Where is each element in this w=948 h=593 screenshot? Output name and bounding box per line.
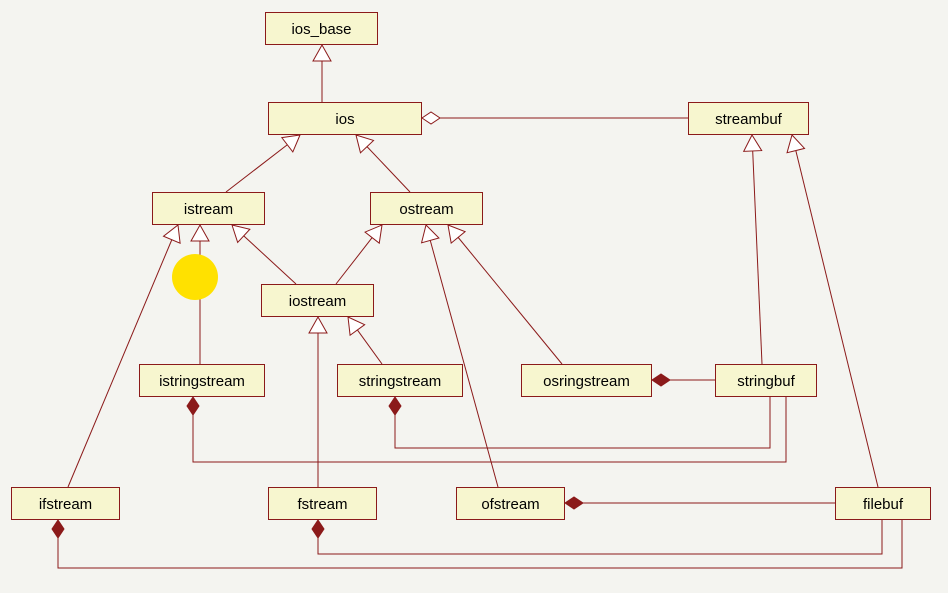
node-ios_base: ios_base (265, 12, 378, 45)
node-streambuf: streambuf (688, 102, 809, 135)
node-istringstream: istringstream (139, 364, 265, 397)
node-fstream: fstream (268, 487, 377, 520)
node-ofstream: ofstream (456, 487, 565, 520)
node-filebuf: filebuf (835, 487, 931, 520)
node-ios: ios (268, 102, 422, 135)
node-iostream: iostream (261, 284, 374, 317)
node-ifstream: ifstream (11, 487, 120, 520)
node-stringbuf: stringbuf (715, 364, 817, 397)
node-stringstream: stringstream (337, 364, 463, 397)
node-ostream: ostream (370, 192, 483, 225)
node-osringstream: osringstream (521, 364, 652, 397)
highlight-pointer (172, 254, 218, 300)
node-istream: istream (152, 192, 265, 225)
